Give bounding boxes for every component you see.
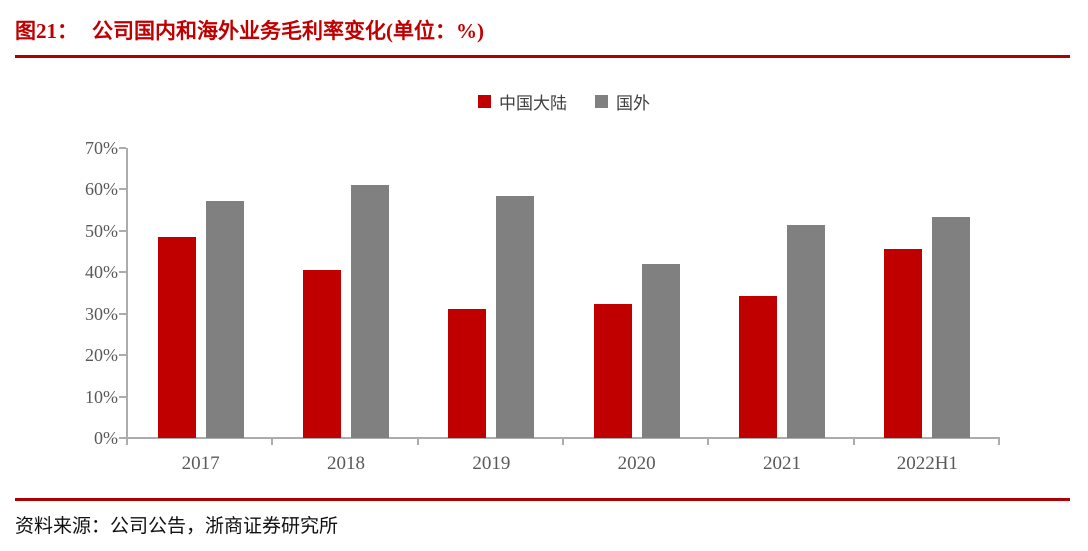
bar-overseas (787, 225, 825, 438)
bar-overseas (641, 264, 680, 438)
y-axis-tick (119, 354, 126, 357)
y-axis-tick-label: 0% (94, 428, 118, 448)
x-axis-category-label: 2020 (617, 453, 656, 474)
x-axis-tick (562, 439, 564, 445)
x-axis-tick (852, 439, 855, 445)
chart-legend: 中国大陆 国外 (128, 89, 1000, 114)
x-axis-category-label: 2018 (327, 453, 365, 474)
legend-label-mainland-china: 中国大陆 (499, 94, 567, 113)
top-divider-line (15, 55, 1070, 58)
y-axis-line (126, 148, 128, 439)
legend-item-overseas: 国外 (595, 89, 650, 114)
bar-overseas (496, 195, 535, 438)
bar-overseas (932, 216, 971, 438)
x-axis-tick (416, 439, 419, 445)
legend-label-overseas: 国外 (616, 94, 650, 113)
figure-title-text: 公司国内和海外业务毛利率变化(单位：%) (92, 19, 484, 43)
bar-mainland-china (884, 249, 923, 438)
bar-mainland-china (448, 308, 487, 438)
x-axis-category-label: 2019 (472, 453, 511, 474)
overseas-swatch-icon (595, 95, 608, 108)
y-axis-tick-label: 20% (85, 345, 118, 366)
y-axis-tick (119, 395, 126, 398)
bar-overseas (351, 185, 389, 438)
legend-item-mainland-china: 中国大陆 (478, 89, 567, 114)
source-text: 公司公告，浙商证券研究所 (110, 516, 339, 537)
x-axis-tick (998, 439, 1000, 445)
figure-number: 图21： (15, 19, 78, 43)
y-axis-tick-label: 30% (85, 303, 118, 324)
bar-mainland-china (593, 304, 632, 438)
x-axis-line (126, 437, 1000, 439)
x-axis-category-label: 2017 (181, 453, 220, 474)
mainland-china-swatch-icon (478, 95, 491, 108)
x-axis-category-label: 2021 (763, 453, 801, 474)
y-axis-tick (119, 147, 126, 149)
y-axis-tick-label: 60% (85, 179, 118, 200)
y-axis-tick-label: 70% (85, 138, 118, 158)
x-axis-tick (126, 439, 128, 445)
y-axis-tick (119, 271, 126, 274)
bar-mainland-china (157, 237, 196, 438)
y-axis-tick-label: 40% (85, 262, 118, 283)
x-axis-category-label: 2022H1 (896, 453, 958, 474)
bottom-divider-line (15, 498, 1070, 501)
x-axis-tick (271, 439, 274, 445)
bar-mainland-china (303, 270, 341, 438)
figure-title: 图21： 公司国内和海外业务毛利率变化(单位：%) (15, 15, 484, 45)
x-axis-tick (707, 439, 710, 445)
bar-overseas (205, 200, 244, 438)
source-label: 资料来源： (15, 516, 111, 537)
y-axis-tick (119, 229, 126, 232)
y-axis-tick (119, 312, 126, 315)
y-axis-tick (119, 188, 126, 191)
bar-mainland-china (739, 296, 777, 438)
source-note: 资料来源：公司公告，浙商证券研究所 (15, 511, 338, 538)
y-axis-tick (119, 437, 126, 439)
y-axis-tick-label: 10% (85, 386, 118, 407)
y-axis-tick-label: 50% (85, 220, 118, 241)
